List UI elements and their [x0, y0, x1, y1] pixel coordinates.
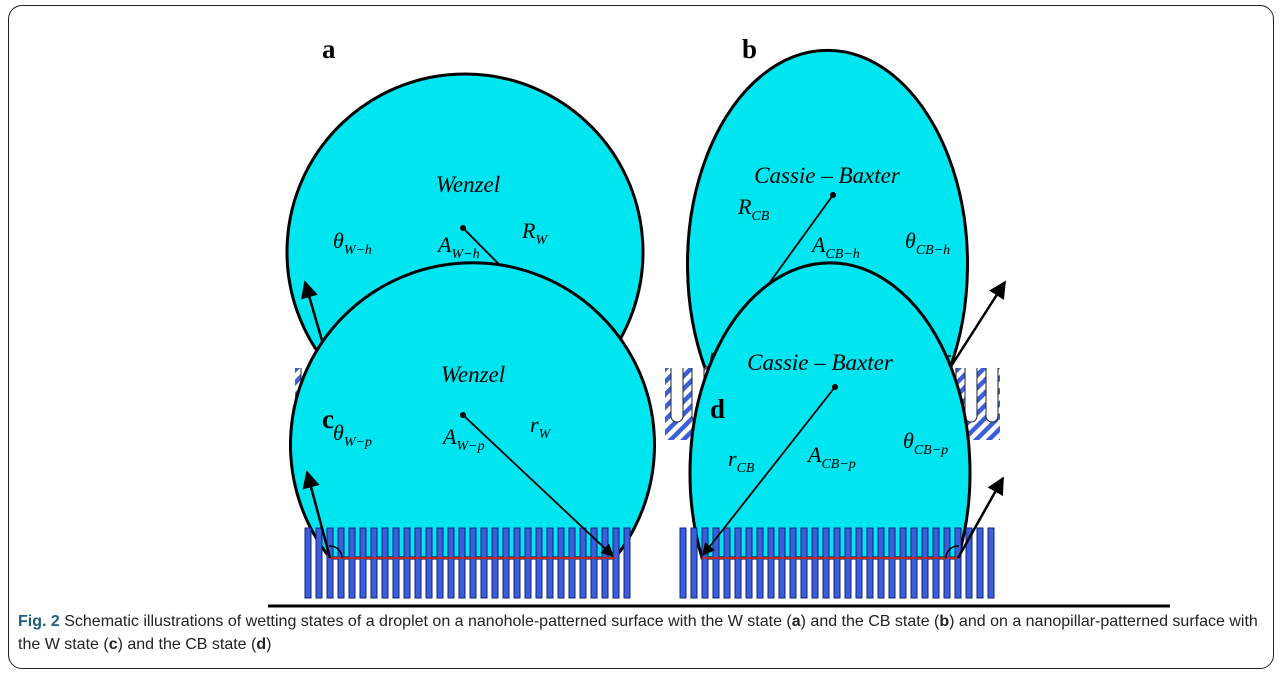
nanopillar — [525, 528, 531, 598]
nanopillar — [547, 528, 553, 598]
nanopillar — [459, 528, 465, 598]
nanopillar — [404, 528, 410, 598]
nanopillar — [580, 528, 586, 598]
nanopillar — [933, 528, 939, 598]
nanopillar — [779, 528, 785, 598]
caption-panel-ref: b — [939, 613, 949, 630]
contact-area-label-subscript: CB−p — [821, 457, 855, 472]
panel-letter: d — [710, 394, 725, 424]
contact-area-label-symbol: A — [441, 424, 457, 449]
panel-letter: b — [742, 34, 757, 64]
nanopillar — [691, 528, 697, 598]
nanopillar — [768, 528, 774, 598]
nanopillar — [801, 528, 807, 598]
nanopillar — [624, 528, 630, 598]
nanopillar — [514, 528, 520, 598]
contact-area-label-subscript: W−h — [451, 247, 479, 262]
nanopillar — [746, 528, 752, 598]
nanopillar — [757, 528, 763, 598]
nanopillar — [867, 528, 873, 598]
nanopillar — [382, 528, 388, 598]
nanopillar — [338, 528, 344, 598]
panel-letter: a — [322, 34, 336, 64]
state-name: Wenzel — [436, 172, 500, 197]
nanopillar — [790, 528, 796, 598]
nanopillar — [360, 528, 366, 598]
nanopillar — [944, 528, 950, 598]
nanopillar — [426, 528, 432, 598]
nanohole — [965, 368, 977, 422]
nanopillar — [988, 528, 994, 598]
contact-angle-label-subscript: W−h — [344, 243, 372, 258]
caption: Fig. 2 Schematic illustrations of wettin… — [18, 610, 1268, 656]
nanopillar — [680, 528, 686, 598]
radius-label-subscript: CB — [751, 209, 769, 224]
nanopillar — [503, 528, 509, 598]
caption-panel-ref: d — [256, 636, 266, 653]
caption-text: ) and the CB state ( — [118, 636, 257, 653]
contact-angle-label-subscript: W−p — [344, 435, 372, 450]
nanopillar — [735, 528, 741, 598]
nanopillar — [856, 528, 862, 598]
nanopillar — [415, 528, 421, 598]
radius-label-subscript: CB — [737, 461, 755, 476]
nanopillar — [536, 528, 542, 598]
figure: aWenzelθW−hAW−hRWbCassie – BaxterθCB−hAC… — [0, 0, 1284, 678]
nanopillar — [393, 528, 399, 598]
contact-area-label-symbol: A — [810, 232, 826, 257]
nanopillar — [558, 528, 564, 598]
contact-angle-label-symbol: θ — [333, 420, 344, 445]
contact-angle-label-symbol: θ — [905, 228, 916, 253]
state-name: Wenzel — [441, 362, 505, 387]
nanopillar — [900, 528, 906, 598]
contact-angle-label-symbol: θ — [903, 428, 914, 453]
nanopillar — [823, 528, 829, 598]
radius-label-subscript: W — [535, 233, 548, 248]
caption-text: ) and the CB state ( — [801, 613, 940, 630]
nanopillar — [437, 528, 443, 598]
contact-angle-label-subscript: CB−p — [914, 443, 948, 458]
nanopillar — [349, 528, 355, 598]
state-name: Cassie – Baxter — [747, 350, 894, 375]
nanopillar — [470, 528, 476, 598]
nanopillar — [305, 528, 311, 598]
caption-text: Schematic illustrations of wetting state… — [64, 613, 792, 630]
nanopillar — [371, 528, 377, 598]
nanopillar — [977, 528, 983, 598]
nanopillar — [448, 528, 454, 598]
nanopillar — [724, 528, 730, 598]
contact-area-label-subscript: W−p — [456, 439, 484, 454]
nanopillar — [911, 528, 917, 598]
nanohole — [671, 368, 683, 422]
figure-label: Fig. 2 — [18, 613, 60, 630]
nanopillar — [955, 528, 961, 598]
nanopillar — [812, 528, 818, 598]
radius-label-symbol: R — [737, 194, 752, 219]
nanopillar — [834, 528, 840, 598]
caption-panel-ref: a — [792, 613, 801, 630]
nanopillar — [922, 528, 928, 598]
nanopillar — [889, 528, 895, 598]
contact-area-label-symbol: A — [806, 442, 822, 467]
state-name: Cassie – Baxter — [754, 163, 901, 188]
nanopillar — [492, 528, 498, 598]
contact-angle-label-subscript: CB−h — [916, 243, 950, 258]
nanopillar — [569, 528, 575, 598]
contact-area-label-symbol: A — [436, 232, 452, 257]
nanopillar — [602, 528, 608, 598]
nanopillar — [481, 528, 487, 598]
nanopillar — [845, 528, 851, 598]
nanohole — [986, 368, 998, 422]
nanopillar — [613, 528, 619, 598]
contact-area-label-subscript: CB−h — [825, 247, 859, 262]
nanopillar — [702, 528, 708, 598]
contact-angle-label-symbol: θ — [333, 228, 344, 253]
radius-label-subscript: W — [539, 427, 552, 442]
caption-text: ) — [266, 636, 271, 653]
radius-label-symbol: R — [521, 218, 536, 243]
nanopillar — [878, 528, 884, 598]
nanopillar — [327, 528, 333, 598]
caption-panel-ref: c — [109, 636, 118, 653]
nanopillar — [316, 528, 322, 598]
